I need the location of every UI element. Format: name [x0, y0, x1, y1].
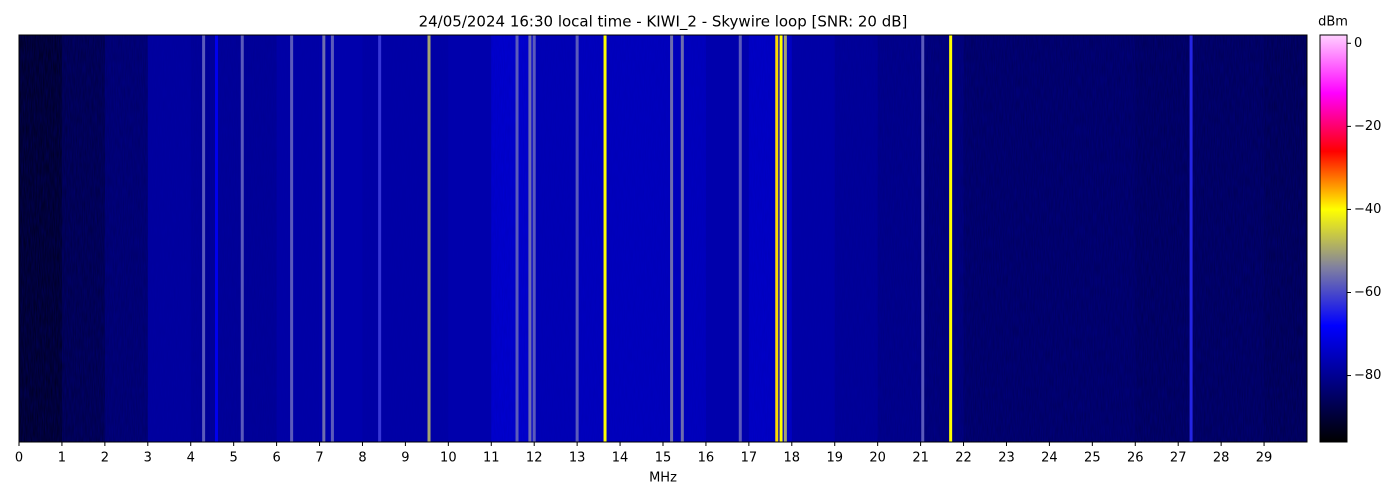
carrier-line [202, 35, 206, 442]
colorbar-tick-label: −80 [1354, 368, 1381, 383]
x-tick-label: 10 [440, 451, 457, 466]
x-tick-label: 25 [1084, 451, 1101, 466]
x-tick-label: 11 [483, 451, 500, 466]
x-tick-label: 1 [58, 451, 66, 466]
x-tick-label: 9 [401, 451, 409, 466]
x-tick-label: 21 [912, 451, 929, 466]
carrier-line [322, 35, 326, 442]
carrier-line [680, 35, 684, 442]
colorbar-tick-label: −40 [1354, 202, 1381, 217]
colorbar [1319, 34, 1348, 443]
carrier-line [515, 35, 519, 442]
carrier-line [575, 35, 579, 442]
carrier-line [779, 35, 783, 442]
x-tick-label: 18 [784, 451, 801, 466]
x-tick-label: 27 [1170, 451, 1187, 466]
x-tick-label: 16 [698, 451, 715, 466]
x-tick-label: 12 [526, 451, 543, 466]
carrier-line [603, 35, 607, 442]
carrier-line [240, 35, 244, 442]
x-tick-label: 26 [1127, 451, 1144, 466]
x-tick-label: 29 [1256, 451, 1273, 466]
x-tick-label: 22 [955, 451, 972, 466]
plot-area [18, 34, 1308, 443]
x-tick-label: 7 [315, 451, 323, 466]
carrier-line [1189, 35, 1193, 442]
x-tick-label: 24 [1041, 451, 1058, 466]
carrier-line [783, 35, 787, 442]
carrier-line [330, 35, 334, 442]
x-tick-label: 8 [358, 451, 366, 466]
colorbar-tick-label: −60 [1354, 285, 1381, 300]
carrier-line [290, 35, 294, 442]
x-tick-label: 20 [869, 451, 886, 466]
x-tick-label: 3 [144, 451, 152, 466]
colorbar-label: dBm [1318, 15, 1348, 30]
chart-title: 24/05/2024 16:30 local time - KIWI_2 - S… [419, 13, 908, 32]
x-tick-label: 5 [230, 451, 238, 466]
x-tick-label: 6 [272, 451, 280, 466]
noise-texture [19, 35, 1307, 442]
x-tick-label: 19 [826, 451, 843, 466]
carrier-line [949, 35, 953, 442]
carrier-line [775, 35, 779, 442]
carrier-line [532, 35, 536, 442]
carrier-line [921, 35, 925, 442]
carrier-line [670, 35, 674, 442]
x-tick-label: 23 [998, 451, 1015, 466]
x-tick-label: 2 [101, 451, 109, 466]
carrier-line [214, 35, 218, 442]
x-tick-label: 15 [655, 451, 672, 466]
carrier-line [528, 35, 532, 442]
carrier-line [378, 35, 382, 442]
colorbar-tick-label: −20 [1354, 119, 1381, 134]
x-tick-label: 14 [612, 451, 629, 466]
x-tick-label: 0 [15, 451, 23, 466]
x-tick-label: 17 [741, 451, 758, 466]
x-tick-label: 13 [569, 451, 586, 466]
colorbar-tick-label: 0 [1354, 36, 1362, 51]
x-axis-label: MHz [649, 471, 677, 486]
x-tick-label: 28 [1213, 451, 1230, 466]
x-tick-label: 4 [187, 451, 195, 466]
carrier-line [738, 35, 742, 442]
carrier-line [427, 35, 431, 442]
